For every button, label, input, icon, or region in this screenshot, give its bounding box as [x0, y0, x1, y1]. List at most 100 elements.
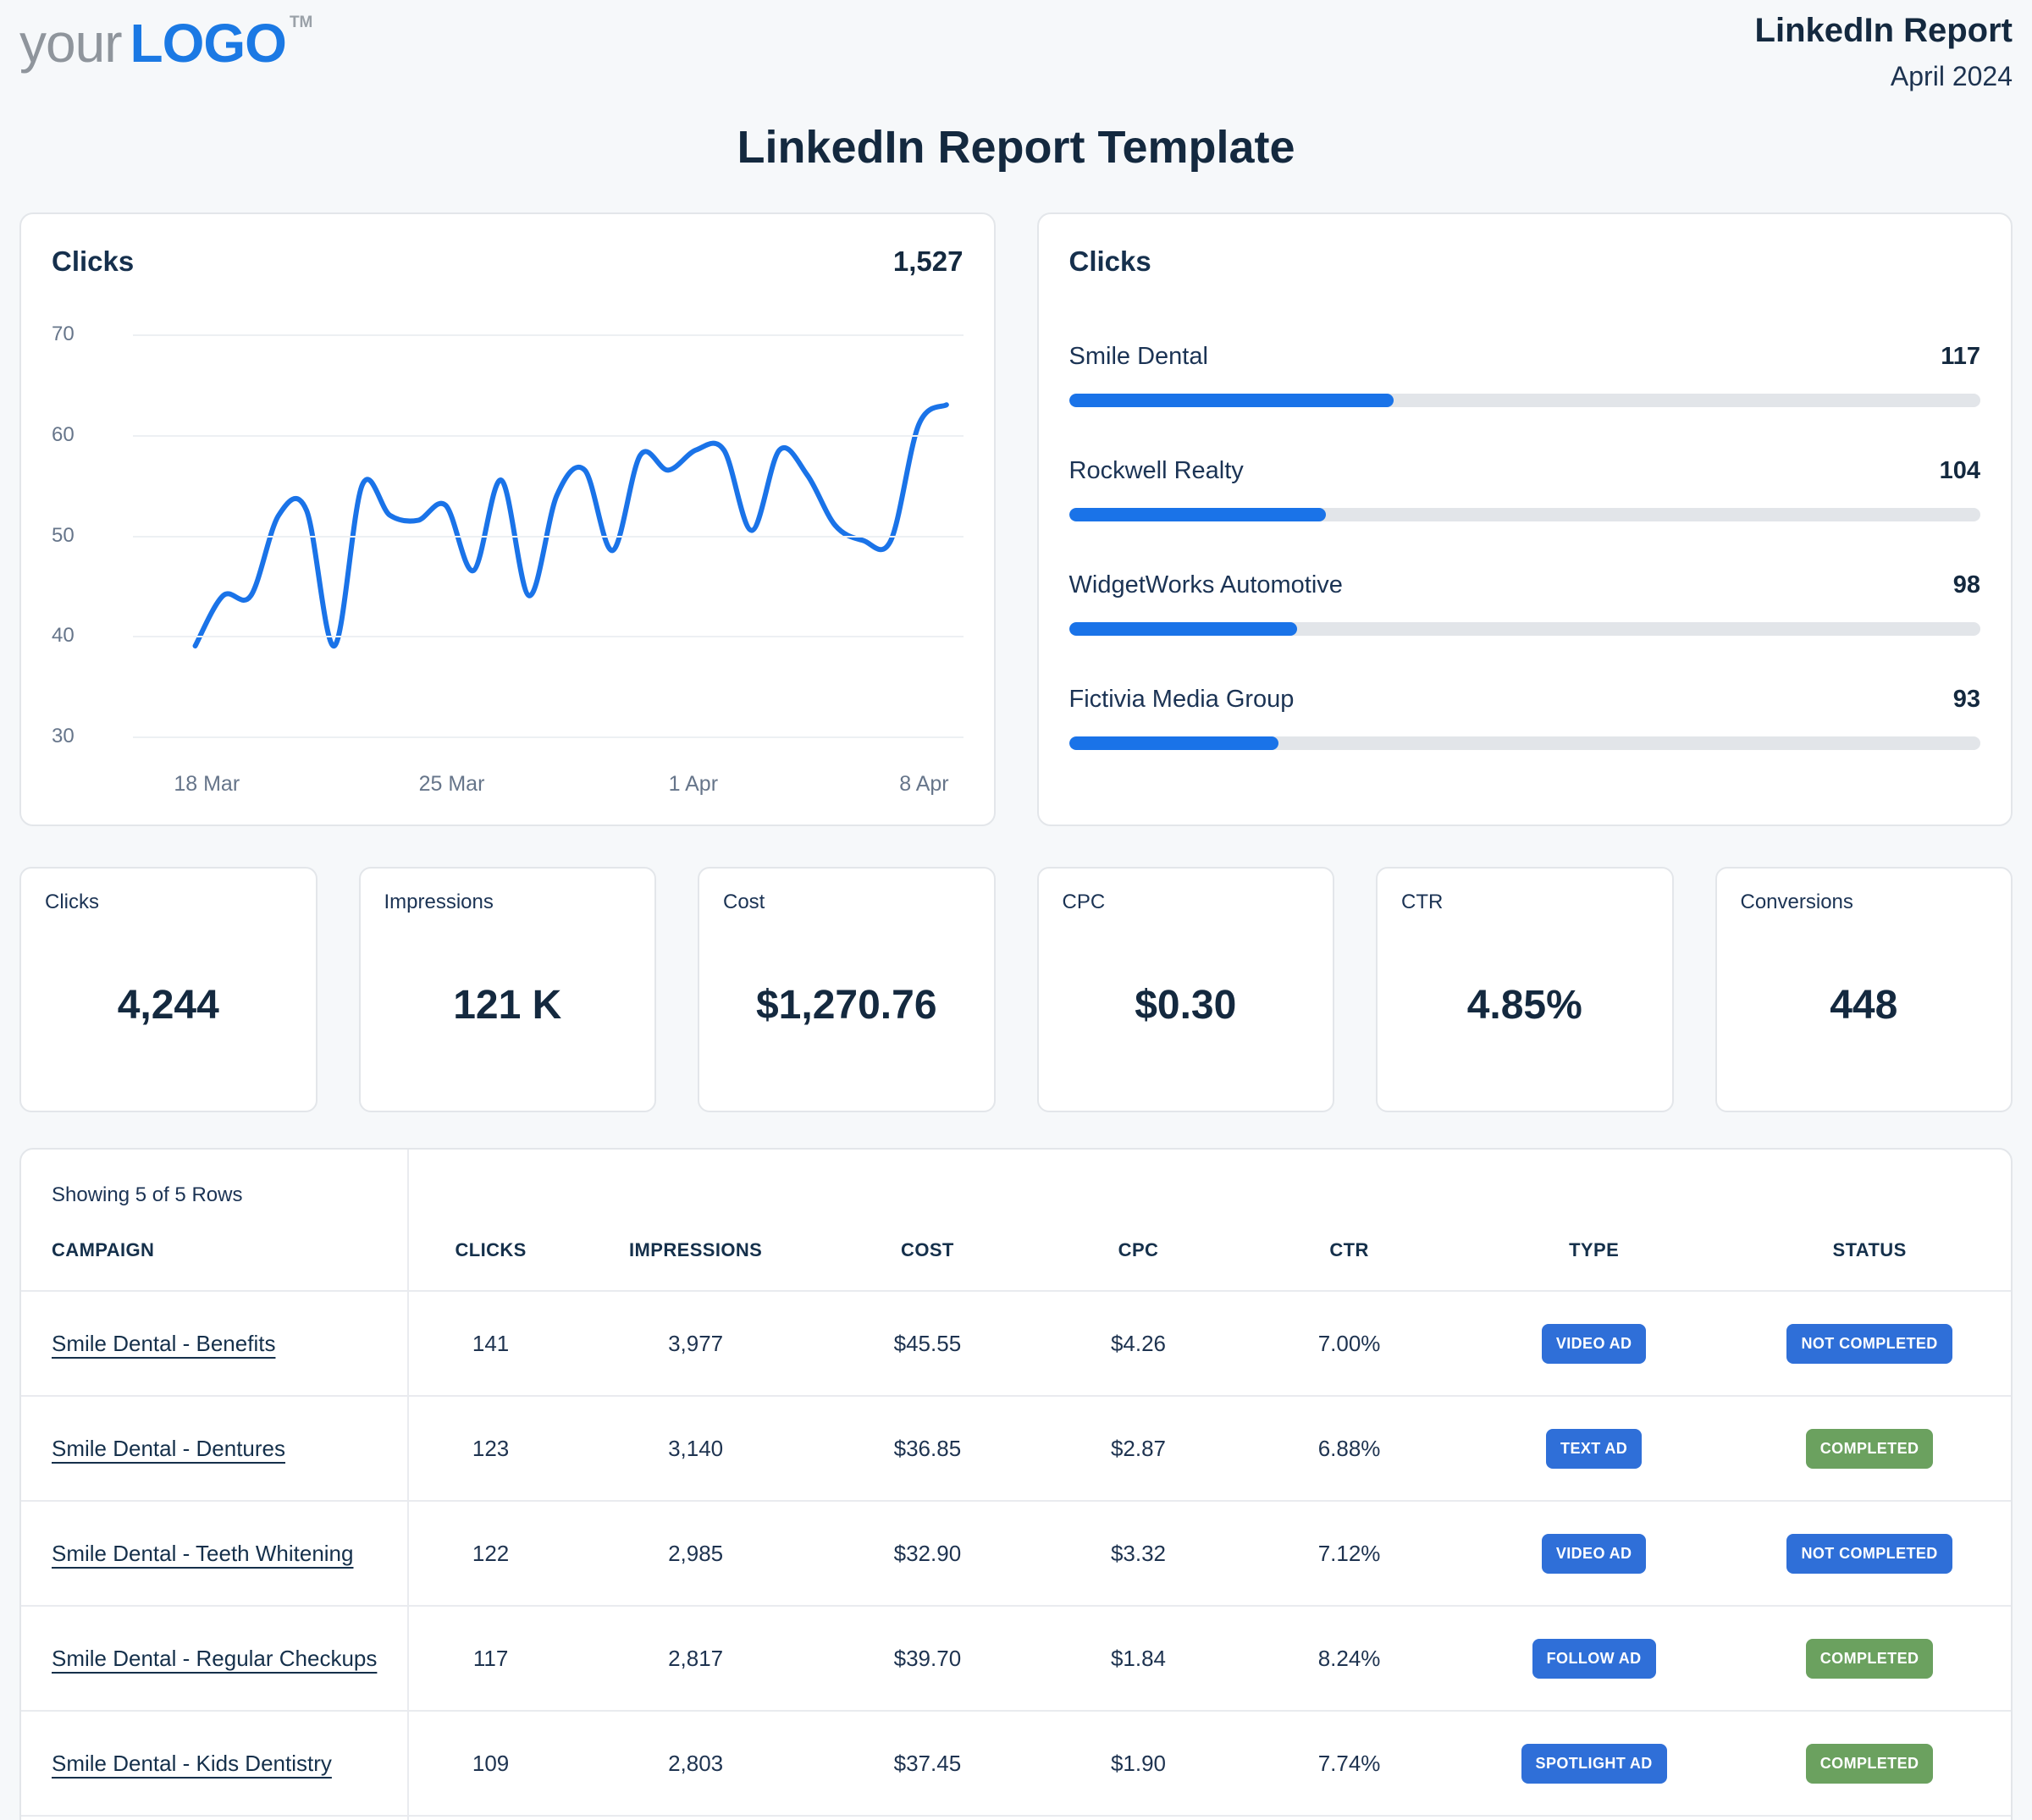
bar-row: Fictivia Media Group 93 [1068, 686, 1980, 750]
ctr-cell: 8.24% [1317, 1645, 1381, 1671]
table-row: Smile Dental - Kids Dentistry 109 2,803 … [21, 1712, 2011, 1817]
clicks-cell: 122 [472, 1540, 510, 1566]
type-cell: FOLLOW AD [1460, 1638, 1728, 1679]
kpi-card: CTR 4.85% [1376, 867, 1674, 1112]
x-axis-tick-label: 18 Mar [174, 772, 240, 796]
status-cell: NOT COMPLETED [1728, 1323, 2011, 1364]
status-badge: COMPLETED [1805, 1428, 1934, 1469]
gridline [133, 334, 964, 336]
campaign-cell: Smile Dental - Dentures [21, 1436, 407, 1462]
impressions-cell: 3,977 [668, 1330, 724, 1356]
cpc-cell: $3.32 [1110, 1540, 1167, 1566]
kpi-card: Conversions 448 [1714, 867, 2013, 1112]
bar-track [1068, 736, 1980, 750]
gridline [133, 636, 964, 638]
bar-value: 104 [1939, 457, 1980, 484]
campaign-cell: Smile Dental - Regular Checkups [21, 1646, 407, 1672]
line-chart-plot: 70 60 50 40 30 [52, 323, 964, 747]
kpi-label: CTR [1401, 891, 1444, 913]
type-badge: VIDEO AD [1541, 1533, 1647, 1574]
table-row: Smile Dental - Benefits 141 3,977 $45.55… [21, 1292, 2011, 1397]
clicks-cell: 141 [472, 1330, 510, 1356]
campaign-link[interactable]: Smile Dental - Teeth Whitening [52, 1540, 354, 1566]
line-chart-total: 1,527 [892, 245, 964, 277]
report-meta: LinkedIn Report April 2024 [1755, 12, 2013, 92]
brand-logo: your LOGO TM [19, 12, 313, 74]
trademark-symbol: TM [289, 14, 313, 31]
kpi-value-wrap: $0.30 [1063, 914, 1310, 1089]
x-axis-labels: 18 Mar 25 Mar 1 Apr 8 Apr [133, 772, 964, 806]
bar-row-header: Smile Dental 117 [1069, 343, 1981, 371]
bar-value: 93 [1952, 686, 1980, 713]
column-header-type: TYPE [1569, 1239, 1620, 1260]
table-row: Smile Dental - Regular Checkups 117 2,81… [21, 1607, 2011, 1712]
bar-fill [1068, 736, 1279, 750]
campaign-link[interactable]: Smile Dental - Kids Dentistry [52, 1750, 332, 1776]
campaigns-table-panel: Showing 5 of 5 Rows CAMPAIGN CLICKS IMPRES… [19, 1148, 2013, 1820]
x-axis-tick-label: 8 Apr [899, 772, 949, 796]
bar-fill [1068, 394, 1394, 407]
status-badge: COMPLETED [1805, 1743, 1934, 1784]
bar-label: Smile Dental [1068, 343, 1208, 370]
bars-list: Smile Dental 117 Rockwell Realty 104 Wid… [1068, 343, 1981, 750]
kpi-card: Cost $1,270.76 [698, 867, 996, 1112]
kpi-label: Cost [723, 891, 765, 913]
header: your LOGO TM LinkedIn Report April 2024 [19, 0, 2013, 92]
kpi-card: Impressions 121 K [358, 867, 656, 1112]
ctr-cell: 7.12% [1317, 1540, 1381, 1566]
bar-value: 117 [1941, 343, 1980, 370]
clicks-by-account-panel: Clicks Smile Dental 117 Rockwell Realty … [1036, 212, 2013, 826]
kpi-value-wrap: 4,244 [45, 914, 292, 1089]
column-header-ctr: CTR [1329, 1239, 1369, 1260]
table-body: Smile Dental - Benefits 141 3,977 $45.55… [21, 1292, 2011, 1817]
bar-row: Smile Dental 117 [1068, 343, 1981, 407]
kpi-label: Impressions [384, 891, 494, 913]
x-axis-tick-label: 1 Apr [668, 772, 719, 796]
kpi-value: $0.30 [1135, 982, 1237, 1028]
bar-label: Fictivia Media Group [1068, 686, 1295, 713]
bars-header: Clicks [1069, 243, 1981, 280]
bars-title: Clicks [1068, 245, 1151, 277]
campaign-cell: Smile Dental - Teeth Whitening [21, 1541, 407, 1567]
cost-cell: $45.55 [893, 1330, 962, 1356]
kpi-value: 121 K [453, 982, 562, 1028]
kpi-card: Clicks 4,244 [19, 867, 318, 1112]
bar-track [1068, 394, 1980, 407]
column-header-cost: COST [901, 1239, 954, 1260]
kpi-label: Clicks [45, 891, 99, 913]
type-cell: SPOTLIGHT AD [1460, 1743, 1728, 1784]
campaign-link[interactable]: Smile Dental - Benefits [52, 1330, 276, 1356]
bar-row: Rockwell Realty 104 [1068, 457, 1980, 521]
gridline [133, 736, 964, 738]
bar-fill [1068, 622, 1297, 636]
y-axis-tick-label: 70 [52, 323, 75, 345]
impressions-cell: 2,985 [668, 1540, 724, 1566]
status-cell: COMPLETED [1728, 1638, 2011, 1679]
type-badge: VIDEO AD [1541, 1323, 1647, 1364]
campaign-link[interactable]: Smile Dental - Regular Checkups [52, 1645, 378, 1671]
line-chart-title: Clicks [52, 245, 135, 277]
logo-your-text: your [19, 13, 122, 74]
y-axis-tick-label: 30 [52, 725, 75, 747]
ctr-cell: 6.88% [1317, 1435, 1381, 1461]
column-header-campaign: CAMPAIGN [52, 1239, 155, 1260]
bar-fill [1068, 508, 1327, 521]
kpi-label: Conversions [1740, 891, 1853, 913]
column-header-cpc: CPC [1118, 1239, 1159, 1260]
bar-value: 98 [1952, 571, 1980, 598]
page-title: LinkedIn Report Template [737, 122, 1295, 173]
column-header-clicks: CLICKS [455, 1239, 527, 1260]
campaign-link[interactable]: Smile Dental - Dentures [52, 1435, 285, 1461]
kpi-card: CPC $0.30 [1036, 867, 1334, 1112]
cost-cell: $39.70 [893, 1645, 962, 1671]
cost-cell: $36.85 [893, 1435, 962, 1461]
type-cell: VIDEO AD [1460, 1323, 1728, 1364]
table-row: Smile Dental - Dentures 123 3,140 $36.85… [21, 1397, 2011, 1502]
status-cell: COMPLETED [1728, 1428, 2011, 1469]
column-header-impressions: IMPRESSIONS [629, 1239, 763, 1260]
type-badge: FOLLOW AD [1532, 1638, 1656, 1679]
charts-row: Clicks 1,527 70 60 50 40 30 18 Mar 25 Mar 1 Ap… [19, 212, 2013, 826]
cpc-cell: $2.87 [1110, 1435, 1167, 1461]
impressions-cell: 3,140 [668, 1435, 724, 1461]
